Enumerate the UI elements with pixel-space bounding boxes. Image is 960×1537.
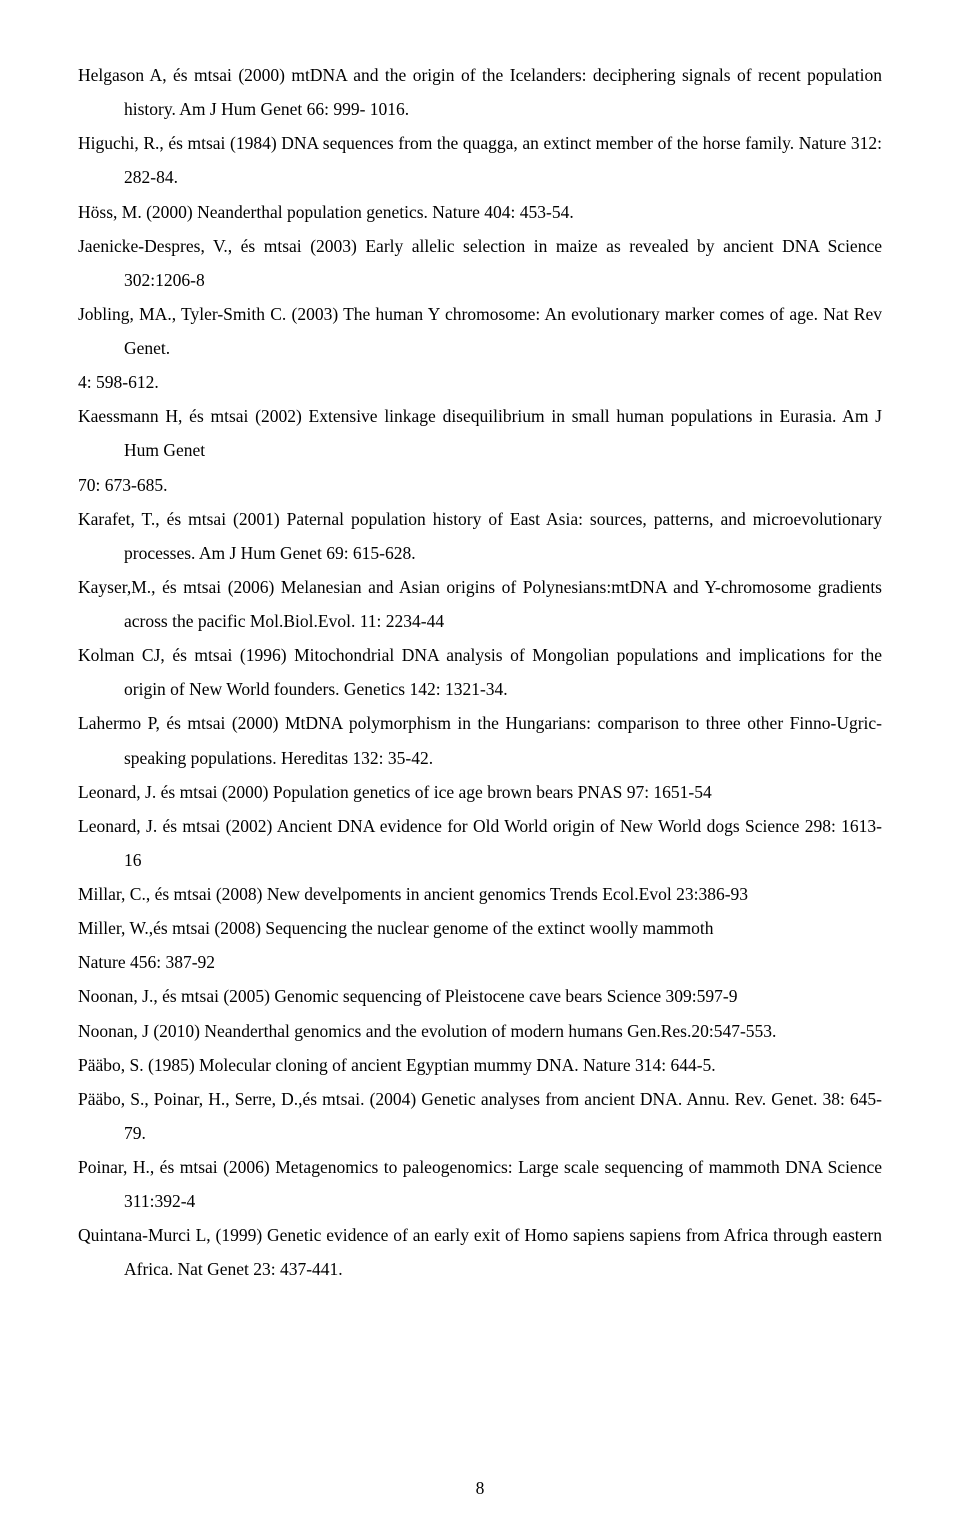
reference-entry: Kaessmann H, és mtsai (2002) Extensive l… (78, 399, 882, 467)
reference-continuation: 70: 673-685. (78, 468, 882, 502)
reference-entry: Millar, C., és mtsai (2008) New develpom… (78, 877, 882, 911)
reference-entry: Noonan, J., és mtsai (2005) Genomic sequ… (78, 979, 882, 1013)
reference-entry: Höss, M. (2000) Neanderthal population g… (78, 195, 882, 229)
reference-continuation: 4: 598-612. (78, 365, 882, 399)
reference-entry: Karafet, T., és mtsai (2001) Paternal po… (78, 502, 882, 570)
reference-entry: Higuchi, R., és mtsai (1984) DNA sequenc… (78, 126, 882, 194)
reference-entry: Leonard, J. és mtsai (2002) Ancient DNA … (78, 809, 882, 877)
reference-entry: Jobling, MA., Tyler-Smith C. (2003) The … (78, 297, 882, 365)
reference-entry: Lahermo P, és mtsai (2000) MtDNA polymor… (78, 706, 882, 774)
page-container: Helgason A, és mtsai (2000) mtDNA and th… (0, 0, 960, 1537)
reference-entry: Quintana-Murci L, (1999) Genetic evidenc… (78, 1218, 882, 1286)
reference-entry: Pääbo, S., Poinar, H., Serre, D.,és mtsa… (78, 1082, 882, 1150)
reference-entry: Leonard, J. és mtsai (2000) Population g… (78, 775, 882, 809)
reference-entry: Pääbo, S. (1985) Molecular cloning of an… (78, 1048, 882, 1082)
reference-continuation: Nature 456: 387-92 (78, 945, 882, 979)
page-number: 8 (0, 1478, 960, 1499)
reference-entry: Poinar, H., és mtsai (2006) Metagenomics… (78, 1150, 882, 1218)
reference-entry: Noonan, J (2010) Neanderthal genomics an… (78, 1014, 882, 1048)
reference-entry: Helgason A, és mtsai (2000) mtDNA and th… (78, 58, 882, 126)
reference-entry: Kayser,M., és mtsai (2006) Melanesian an… (78, 570, 882, 638)
reference-entry: Kolman CJ, és mtsai (1996) Mitochondrial… (78, 638, 882, 706)
reference-entry: Jaenicke-Despres, V., és mtsai (2003) Ea… (78, 229, 882, 297)
reference-entry: Miller, W.,és mtsai (2008) Sequencing th… (78, 911, 882, 945)
